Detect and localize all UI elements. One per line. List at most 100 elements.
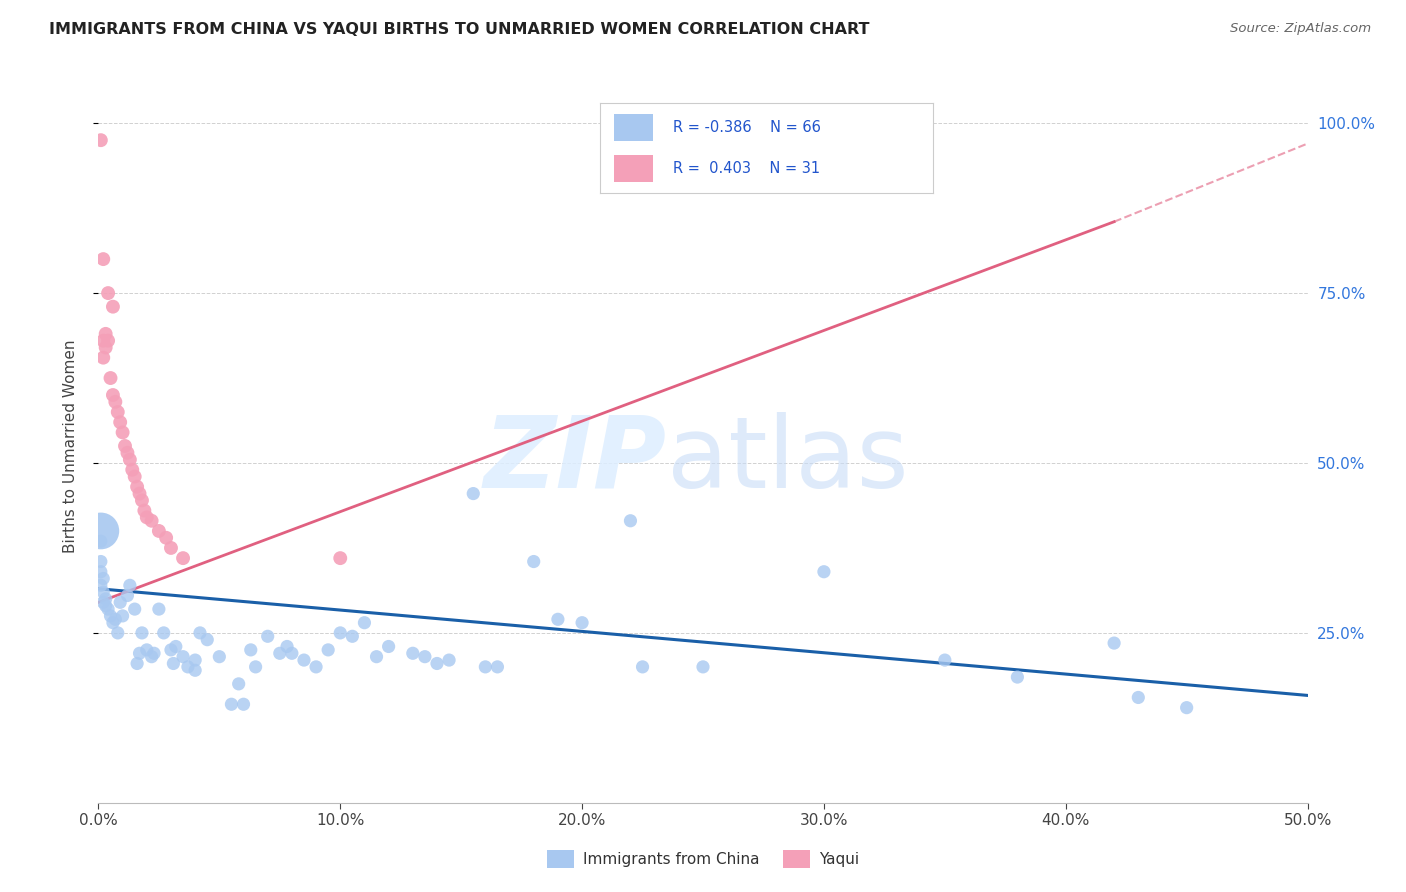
Point xyxy=(121,463,143,477)
Point xyxy=(232,698,254,712)
Point xyxy=(195,632,218,647)
Point xyxy=(619,514,641,528)
Text: atlas: atlas xyxy=(666,412,908,508)
Point xyxy=(128,646,150,660)
Point xyxy=(474,660,496,674)
Point xyxy=(547,612,569,626)
Point xyxy=(1175,700,1198,714)
Point xyxy=(269,646,291,660)
Point xyxy=(100,608,122,623)
Point xyxy=(117,589,139,603)
Point xyxy=(329,626,352,640)
Point xyxy=(1007,670,1029,684)
Point xyxy=(117,446,139,460)
Y-axis label: Births to Unmarried Women: Births to Unmarried Women xyxy=(63,339,77,553)
Point xyxy=(118,452,141,467)
Point xyxy=(366,649,388,664)
Point xyxy=(1128,690,1150,705)
Point xyxy=(148,602,170,616)
Point xyxy=(111,608,134,623)
Point xyxy=(91,595,114,609)
Point xyxy=(155,531,177,545)
Point xyxy=(208,649,231,664)
Text: IMMIGRANTS FROM CHINA VS YAQUI BIRTHS TO UNMARRIED WOMEN CORRELATION CHART: IMMIGRANTS FROM CHINA VS YAQUI BIRTHS TO… xyxy=(49,22,870,37)
Point xyxy=(131,493,153,508)
Point xyxy=(127,657,149,671)
Point xyxy=(353,615,375,630)
Point xyxy=(91,572,114,586)
Text: ZIP: ZIP xyxy=(484,412,666,508)
Point xyxy=(94,326,117,341)
Point xyxy=(91,585,114,599)
Point xyxy=(108,595,131,609)
Point xyxy=(107,405,129,419)
Point xyxy=(342,629,364,643)
Point xyxy=(188,626,211,640)
Point xyxy=(413,649,436,664)
Point xyxy=(101,300,124,314)
Legend: Immigrants from China, Yaqui: Immigrants from China, Yaqui xyxy=(540,844,866,873)
Point xyxy=(316,643,339,657)
Point xyxy=(90,524,112,538)
Point xyxy=(402,646,425,660)
Point xyxy=(160,541,183,555)
Point xyxy=(486,660,509,674)
Point xyxy=(228,677,250,691)
Point xyxy=(97,334,120,348)
Point xyxy=(90,555,112,569)
Point xyxy=(141,649,163,664)
Point xyxy=(127,480,149,494)
Point xyxy=(131,626,153,640)
Point xyxy=(90,565,112,579)
Point xyxy=(329,551,352,566)
Point xyxy=(101,388,124,402)
Point xyxy=(135,510,157,524)
Point xyxy=(152,626,174,640)
Point xyxy=(91,252,114,266)
Point xyxy=(160,643,183,657)
Point xyxy=(165,640,187,654)
Point xyxy=(118,578,141,592)
Point xyxy=(239,643,262,657)
Point xyxy=(97,286,120,301)
Point xyxy=(94,591,117,606)
Point xyxy=(114,439,136,453)
Point xyxy=(104,394,127,409)
Point xyxy=(934,653,956,667)
Point xyxy=(571,615,593,630)
Point xyxy=(1102,636,1125,650)
Point xyxy=(108,415,131,429)
Point xyxy=(124,469,146,483)
Point xyxy=(184,653,207,667)
Point xyxy=(100,371,122,385)
Point xyxy=(107,626,129,640)
Point xyxy=(134,503,156,517)
Point xyxy=(177,660,200,674)
Point xyxy=(141,514,163,528)
Point xyxy=(90,133,112,147)
Point xyxy=(463,486,485,500)
Point xyxy=(692,660,714,674)
Point xyxy=(172,649,194,664)
Point xyxy=(631,660,654,674)
Point xyxy=(148,524,170,538)
Point xyxy=(91,334,114,348)
Point xyxy=(377,640,399,654)
Point xyxy=(245,660,267,674)
Point xyxy=(91,351,114,365)
Point xyxy=(128,486,150,500)
Point xyxy=(90,534,112,549)
Point xyxy=(292,653,315,667)
Point xyxy=(523,555,546,569)
Point xyxy=(184,663,207,677)
Point xyxy=(281,646,304,660)
Point xyxy=(97,602,120,616)
Point xyxy=(256,629,278,643)
Point xyxy=(101,615,124,630)
Point xyxy=(162,657,184,671)
Point xyxy=(813,565,835,579)
Point xyxy=(143,646,166,660)
Point xyxy=(172,551,194,566)
Point xyxy=(221,698,243,712)
Point xyxy=(437,653,460,667)
